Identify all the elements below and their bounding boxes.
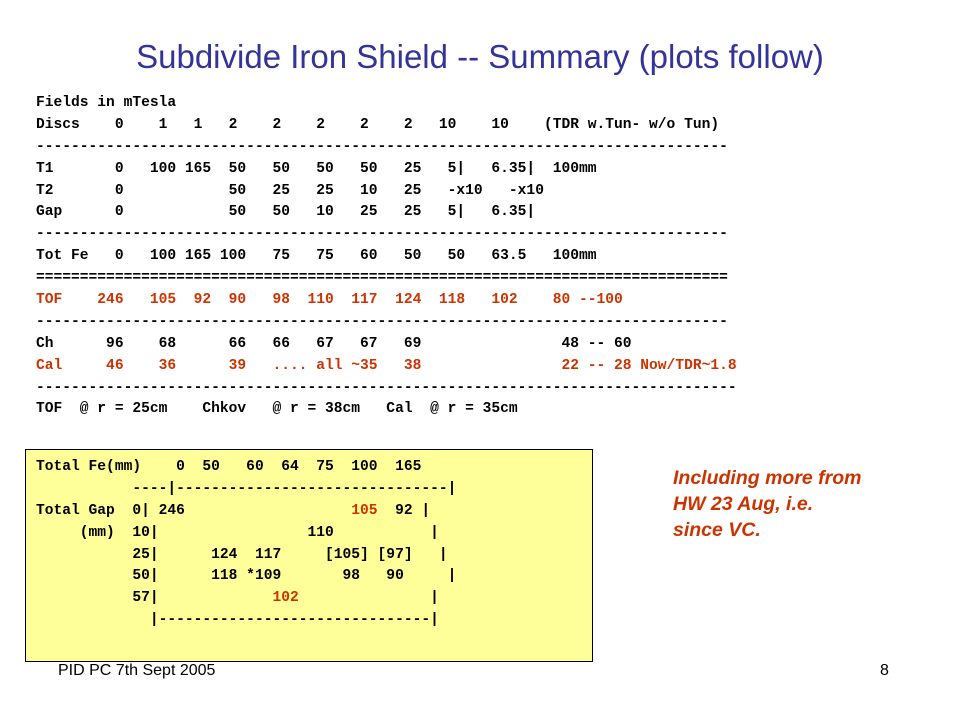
table-line: Gap 0 50 50 10 25 25 5| 6.35| [36,204,536,221]
summary-cell: 92 | [377,502,431,519]
summary-line: Total Fe(mm) 0 50 60 64 75 100 165 [36,457,456,479]
summary-cell: | [298,590,439,607]
summary-line: 57| 102 | [36,588,456,610]
field-summary-table: Fields in mTesla Discs 0 1 1 2 2 2 2 2 10… [36,93,737,421]
summary-cell: Total Fe(mm) 0 50 60 64 75 100 165 [36,459,422,475]
summary-cell: (mm) 10| 110 | [36,524,439,541]
table-line: Tot Fe 0 100 165 100 75 75 60 50 50 63.5… [36,248,597,265]
table-line: ----------------------------------------… [36,138,728,155]
iron-gap-table: Total Fe(mm) 0 50 60 64 75 100 165 ----|… [36,457,456,632]
summary-line: Total Gap 0| 246 105 92 | [36,501,456,523]
table-line: ----------------------------------------… [36,313,728,330]
summary-line: 50| 118 *109 98 90 | [36,566,456,588]
summary-cell: Total Gap 0| 246 [36,502,352,519]
summary-cell: 105 [351,502,378,519]
summary-cell: 102 [272,590,299,607]
summary-line: ----|-------------------------------| [36,479,456,501]
summary-line: |-------------------------------| [36,610,456,632]
footer-date: PID PC 7th Sept 2005 [58,662,216,679]
table-line: TOF 246 105 92 90 98 110 117 124 118 102… [36,292,623,309]
summary-cell: 57| [36,590,273,607]
page-number: 8 [880,662,889,679]
summary-line: (mm) 10| 110 | [36,523,456,545]
table-line: Fields in mTesla [36,95,177,111]
table-line: ----------------------------------------… [36,226,728,243]
table-line: TOF @ r = 25cm Chkov @ r = 38cm Cal @ r … [36,401,518,418]
summary-cell: |-------------------------------| [36,612,439,629]
summary-cell: ----|-------------------------------| [36,480,457,497]
summary-line: 25| 124 117 [105] [97] | [36,545,456,567]
table-line: Cal 46 36 39 .... all ~35 38 22 -- 28 No… [36,357,737,374]
summary-cell: 50| 118 *109 98 90 | [36,568,457,585]
annotation-note: Including more from HW 23 Aug, i.e. sinc… [673,467,862,541]
table-line: ========================================… [36,270,728,287]
summary-cell: 25| 124 117 [105] [97] | [36,546,448,563]
table-line: Discs 0 1 1 2 2 2 2 2 10 10 (TDR w.Tun- … [36,116,720,133]
table-line: ----------------------------------------… [36,379,737,396]
iron-gap-summary-box: Total Fe(mm) 0 50 60 64 75 100 165 ----|… [25,449,593,662]
table-line: T2 0 50 25 25 10 25 -x10 -x10 [36,182,544,199]
slide-title: Subdivide Iron Shield -- Summary (plots … [136,38,824,75]
table-line: Ch 96 68 66 66 67 67 69 48 -- 60 [36,335,632,352]
table-line: T1 0 100 165 50 50 50 50 25 5| 6.35| 100… [36,160,597,177]
